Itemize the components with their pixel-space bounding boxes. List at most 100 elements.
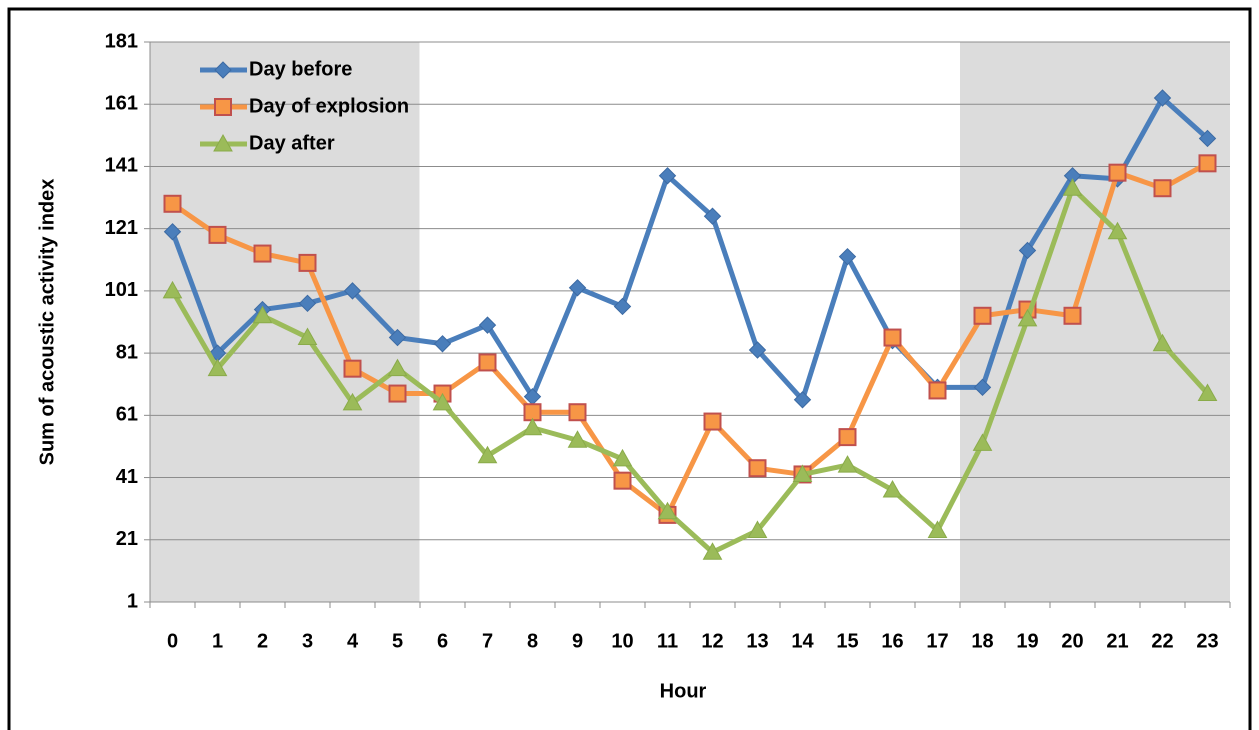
marker xyxy=(388,328,407,347)
marker xyxy=(297,327,318,346)
marker xyxy=(1198,129,1217,148)
legend-marker xyxy=(214,98,232,116)
marker xyxy=(162,280,183,299)
x-tick-label: 13 xyxy=(746,630,768,652)
legend-label: Day before xyxy=(249,58,352,80)
marker xyxy=(883,328,902,347)
marker xyxy=(702,542,723,560)
marker xyxy=(837,455,858,473)
marker xyxy=(613,297,632,316)
marker xyxy=(1017,308,1038,327)
legend-label: Day of explosion xyxy=(249,95,409,117)
y-tick-label: 1 xyxy=(127,590,138,612)
y-axis-label: Sum of acoustic activity index xyxy=(36,179,58,466)
marker xyxy=(703,207,722,225)
shaded-region xyxy=(960,42,1230,602)
marker xyxy=(388,384,407,403)
legend-marker xyxy=(214,61,232,79)
marker xyxy=(387,358,408,377)
marker xyxy=(973,378,992,397)
marker xyxy=(927,520,948,538)
marker xyxy=(973,306,992,325)
marker xyxy=(748,341,767,359)
marker xyxy=(612,448,633,467)
marker xyxy=(298,253,317,272)
marker xyxy=(163,194,182,213)
y-tick-label: 141 xyxy=(105,155,138,177)
y-tick-label: 161 xyxy=(105,93,138,115)
marker xyxy=(343,359,362,378)
legend-label: Day after xyxy=(249,132,335,154)
shaded-region xyxy=(150,42,420,602)
marker xyxy=(253,244,272,263)
x-tick-label: 3 xyxy=(302,630,313,652)
x-tick-label: 23 xyxy=(1196,630,1218,652)
x-tick-label: 5 xyxy=(392,630,403,652)
marker xyxy=(972,433,993,451)
marker xyxy=(792,464,813,482)
marker xyxy=(1198,154,1217,173)
x-tick-label: 6 xyxy=(437,630,448,652)
marker xyxy=(1153,179,1172,198)
x-tick-label: 11 xyxy=(657,630,678,652)
marker xyxy=(342,392,363,411)
marker xyxy=(1107,221,1128,240)
x-tick-label: 1 xyxy=(212,630,223,652)
marker xyxy=(658,167,677,185)
marker xyxy=(1108,163,1127,182)
x-tick-label: 22 xyxy=(1151,630,1173,652)
y-tick-label: 41 xyxy=(116,466,138,488)
y-tick-label: 181 xyxy=(105,30,138,52)
marker xyxy=(568,279,587,297)
x-tick-label: 15 xyxy=(836,630,858,652)
marker xyxy=(1062,178,1083,196)
marker xyxy=(1153,89,1172,107)
marker xyxy=(522,417,543,436)
legend-marker xyxy=(213,133,233,152)
marker xyxy=(567,430,588,448)
marker xyxy=(703,412,722,431)
marker xyxy=(208,225,227,244)
marker xyxy=(793,391,812,409)
marker xyxy=(252,305,273,324)
marker xyxy=(343,282,362,300)
marker xyxy=(928,381,947,400)
x-tick-label: 16 xyxy=(881,630,903,652)
marker xyxy=(432,392,453,411)
y-tick-label: 121 xyxy=(105,217,138,239)
frame xyxy=(7,7,1252,730)
y-tick-label: 21 xyxy=(116,528,138,550)
x-tick-label: 10 xyxy=(611,630,633,652)
marker xyxy=(478,353,497,372)
marker xyxy=(747,520,768,538)
marker xyxy=(882,479,903,498)
marker xyxy=(478,316,497,334)
x-tick-label: 8 xyxy=(527,630,538,652)
marker xyxy=(838,247,857,266)
marker xyxy=(1063,306,1082,325)
x-tick-label: 20 xyxy=(1061,630,1083,652)
marker xyxy=(207,358,228,377)
marker xyxy=(748,459,767,478)
marker xyxy=(1197,383,1218,402)
x-tick-label: 21 xyxy=(1106,630,1128,652)
x-tick-label: 18 xyxy=(971,630,993,652)
marker xyxy=(568,403,587,422)
marker xyxy=(838,428,857,447)
y-tick-label: 101 xyxy=(105,279,138,301)
x-axis-label: Hour xyxy=(660,680,707,702)
x-tick-label: 7 xyxy=(482,630,493,652)
series-line xyxy=(170,185,1210,555)
series-line xyxy=(170,95,1210,403)
marker xyxy=(1152,333,1173,352)
x-tick-label: 12 xyxy=(701,630,723,652)
y-tick-label: 81 xyxy=(116,341,138,363)
marker xyxy=(613,471,632,490)
x-tick-label: 9 xyxy=(572,630,583,652)
marker xyxy=(163,223,182,241)
x-tick-label: 2 xyxy=(257,630,268,652)
marker xyxy=(433,335,452,353)
marker xyxy=(298,294,317,313)
y-tick-label: 61 xyxy=(116,404,138,426)
